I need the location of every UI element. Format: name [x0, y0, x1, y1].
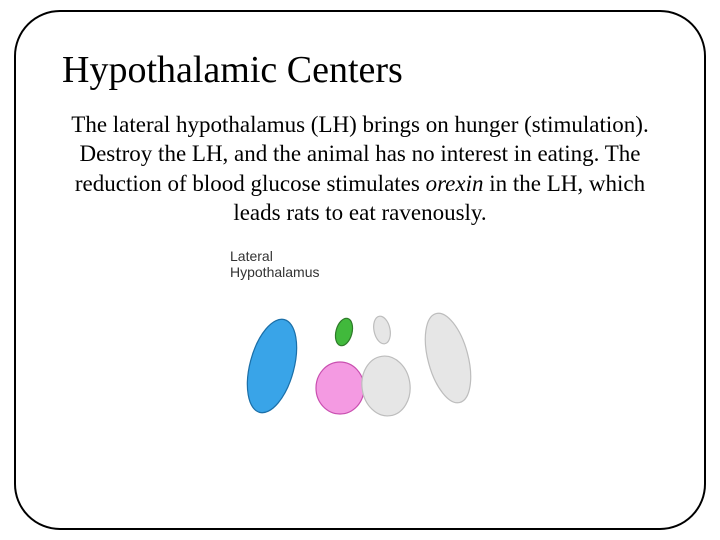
- slide-frame: Hypothalamic Centers The lateral hypotha…: [14, 10, 706, 530]
- pink-central-lobe: [316, 362, 364, 414]
- slide-title: Hypothalamic Centers: [62, 48, 664, 92]
- grey-far-right-lobe: [417, 308, 479, 407]
- green-small-nucleus: [333, 316, 356, 347]
- hypothalamus-diagram: Lateral Hypothalamus: [230, 248, 490, 428]
- grey-right-small: [371, 314, 392, 345]
- grey-right-central: [358, 353, 414, 419]
- diagram-label: Lateral Hypothalamus: [230, 248, 320, 280]
- slide-body: The lateral hypothalamus (LH) brings on …: [56, 110, 664, 228]
- body-italic: orexin: [426, 171, 484, 196]
- diagram-svg: [240, 286, 480, 426]
- blue-left-lobe: [240, 314, 306, 418]
- diagram-container: Lateral Hypothalamus: [56, 248, 664, 428]
